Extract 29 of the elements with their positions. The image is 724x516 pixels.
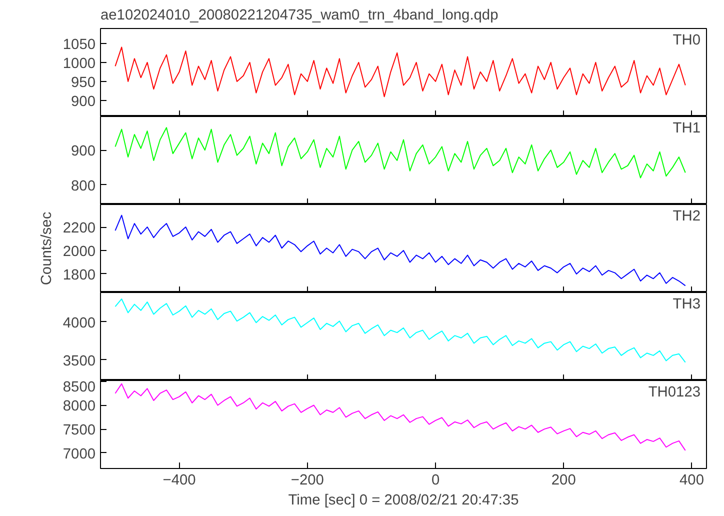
y-tick-label: 900 [71, 94, 96, 110]
y-tick-label: 7500 [62, 422, 96, 439]
annotation: TH1 [672, 120, 701, 136]
y-tick-label: 900 [71, 144, 96, 160]
y-tick-label: 1050 [62, 36, 96, 53]
y-tick-label: 1800 [62, 267, 96, 284]
y-tick-label: 2000 [62, 244, 96, 260]
annotation: TH0 [672, 32, 701, 48]
y-axis-title: Counts/sec [38, 212, 55, 286]
line-series [114, 46, 686, 98]
y-tick-label: 8500 [62, 380, 96, 396]
annotation: TH0123 [648, 384, 701, 400]
annotation: TH2 [672, 208, 701, 224]
chart-title: ae102024010_20080221204735_wam0_trn_4band_long.qdp [100, 8, 498, 24]
x-tick-label: −400 [162, 472, 196, 488]
x-tick-label: 200 [551, 472, 576, 488]
y-tick-label: 2200 [62, 220, 96, 237]
y-tick-label: 3500 [62, 353, 96, 370]
y-tick-label: 950 [71, 74, 96, 91]
x-tick-label: 400 [680, 472, 704, 488]
y-tick-label: 7000 [62, 446, 96, 462]
y-tick-label: 8000 [62, 398, 96, 415]
y-tick-label: 4000 [62, 315, 96, 332]
x-tick-label: 0 [431, 472, 440, 488]
y-tick-label: 1000 [62, 56, 96, 72]
annotation: TH3 [672, 296, 701, 312]
x-axis-title: Time [sec] 0 = 2008/02/21 20:47:35 [288, 492, 519, 508]
y-tick-label: 800 [71, 178, 96, 194]
x-tick-label: −200 [290, 472, 324, 488]
